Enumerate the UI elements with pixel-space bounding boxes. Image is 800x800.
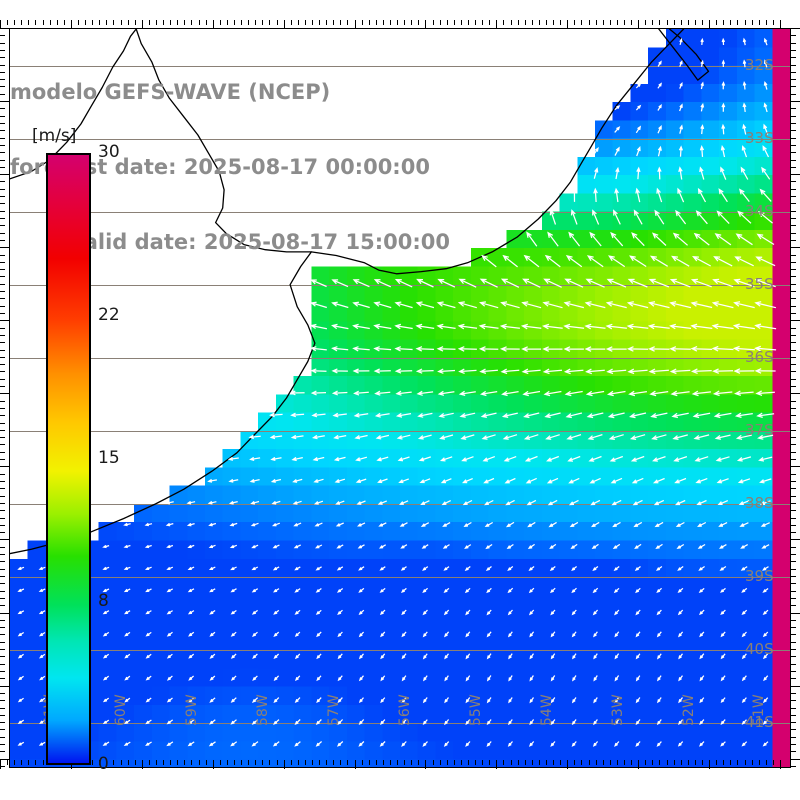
axis-ticks-left xyxy=(0,28,9,768)
map-plot-area[interactable] xyxy=(9,28,791,768)
coastline xyxy=(10,29,710,555)
lon-label-57W: 57W xyxy=(326,694,342,726)
lat-label-39S: 39S xyxy=(745,567,774,586)
title-model-line: modelo GEFS-WAVE (NCEP) xyxy=(10,80,331,104)
lat-label-34S: 34S xyxy=(745,201,774,220)
colorbar-tick-8: 8 xyxy=(98,590,109,611)
axis-ticks-bottom xyxy=(0,760,782,769)
lat-label-33S: 33S xyxy=(745,128,774,147)
wind-field-raster xyxy=(10,29,790,767)
wind-arrows xyxy=(19,39,777,747)
colorbar-tick-0: 0 xyxy=(98,754,109,774)
lat-label-37S: 37S xyxy=(745,420,774,439)
colorbar-tick-15: 15 xyxy=(98,448,120,468)
lon-label-52W: 52W xyxy=(680,694,697,726)
lat-label-38S: 38S xyxy=(745,493,774,512)
axis-ticks-right xyxy=(791,28,800,768)
axis-ticks-top xyxy=(0,20,782,29)
lon-label-58W: 58W xyxy=(255,694,272,726)
lon-label-55W: 55W xyxy=(467,694,484,726)
title-valid-line: valid date: 2025-08-17 15:00:00 xyxy=(70,230,450,254)
lon-label-53W: 53W xyxy=(609,694,626,726)
speed-cells xyxy=(10,29,790,767)
lon-label-60W: 60W xyxy=(113,694,130,726)
colorbar-unit-label: [m/s] xyxy=(32,126,77,146)
lat-label-40S: 40S xyxy=(745,640,774,659)
lon-label-59W: 59W xyxy=(184,694,201,726)
colorbar-tick-22: 22 xyxy=(98,305,120,326)
colorbar-tick-30: 30 xyxy=(98,142,120,162)
lon-label-54W: 54W xyxy=(538,694,555,726)
lat-label-41S: 41S xyxy=(745,713,774,732)
colorbar-gradient xyxy=(46,153,91,765)
lat-label-35S: 35S xyxy=(745,274,774,293)
lat-label-36S: 36S xyxy=(745,347,774,366)
figure-title-block: modelo GEFS-WAVE (NCEP) forecast date: 2… xyxy=(0,30,520,305)
lat-label-32S: 32S xyxy=(745,55,774,74)
lon-label-56W: 56W xyxy=(396,694,413,726)
